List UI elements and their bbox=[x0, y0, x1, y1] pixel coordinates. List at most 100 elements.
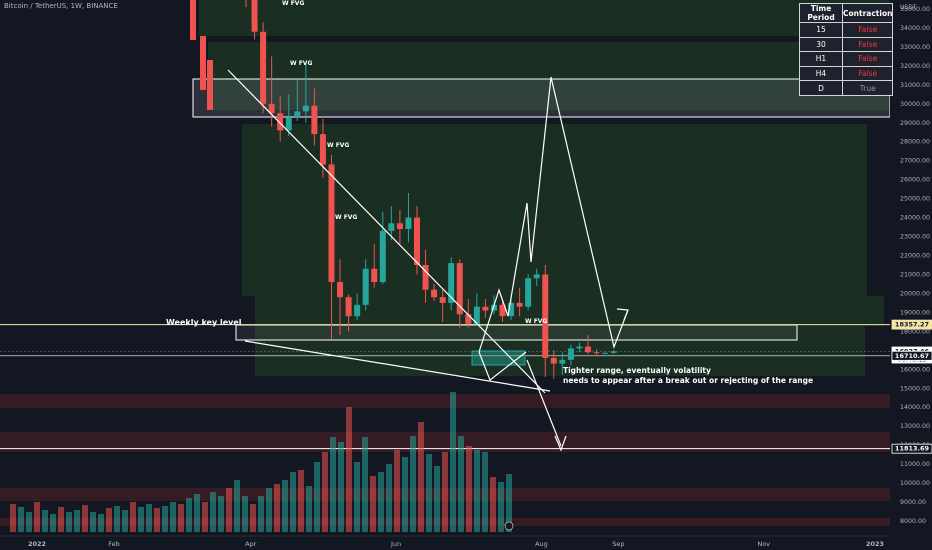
time-tick-label: 2023 bbox=[866, 540, 884, 548]
volume-bar bbox=[170, 502, 176, 532]
candle-body bbox=[431, 289, 438, 298]
volume-bar bbox=[130, 502, 136, 532]
candle-body bbox=[414, 217, 420, 265]
candle-body bbox=[602, 352, 609, 354]
volume-bar bbox=[74, 510, 80, 532]
volume-bar bbox=[506, 474, 512, 532]
candle-body bbox=[345, 297, 352, 317]
candle-body bbox=[533, 274, 540, 279]
volume-bar bbox=[146, 504, 152, 532]
contraction-cell: False bbox=[841, 22, 894, 38]
volume-bar bbox=[106, 508, 112, 532]
trendline-drawings bbox=[227, 69, 629, 452]
price-tick-label: 9000.00 bbox=[900, 499, 926, 506]
candle-body bbox=[268, 103, 275, 114]
range-swing-path bbox=[478, 351, 527, 381]
consolidation-box bbox=[471, 350, 526, 366]
time-tick-label: Sep bbox=[612, 540, 624, 548]
candle-body bbox=[277, 113, 284, 131]
price-tick-label: 22000.00 bbox=[900, 253, 930, 260]
fvg-zone bbox=[199, 0, 889, 36]
volume-bar bbox=[178, 504, 184, 532]
candle-body bbox=[576, 346, 583, 349]
chart-annotations: W FVG W FVG W FVG W FVG W FVG Weekly key leve… bbox=[166, 0, 813, 385]
volume-bar bbox=[210, 492, 216, 532]
candle-body bbox=[567, 348, 574, 360]
candle-body bbox=[508, 302, 515, 317]
candle-body bbox=[405, 217, 412, 229]
volume-bar bbox=[314, 462, 320, 532]
candle-body bbox=[362, 268, 369, 305]
volume-bar bbox=[138, 507, 144, 532]
volume-bar bbox=[82, 505, 88, 532]
price-tick-label: 11000.00 bbox=[900, 461, 930, 468]
price-axis-bg bbox=[890, 0, 932, 536]
volume-bar bbox=[114, 506, 120, 532]
price-tick-label: 13000.00 bbox=[900, 423, 930, 430]
candle-body bbox=[550, 357, 557, 364]
candle-body bbox=[371, 268, 378, 283]
volume-bar bbox=[450, 392, 456, 532]
price-tick-label: 33000.00 bbox=[900, 44, 930, 51]
volume-bar bbox=[26, 512, 32, 532]
table-row: D True bbox=[799, 80, 894, 96]
price-tick-label: 19000.00 bbox=[900, 309, 930, 316]
arrow-head-down bbox=[554, 435, 567, 452]
volume-bar bbox=[202, 502, 208, 532]
key-level-badge: 18357.27 bbox=[895, 321, 929, 329]
fvg-label: W FVG bbox=[525, 318, 547, 325]
volume-bar bbox=[402, 457, 408, 532]
volume-bar bbox=[490, 477, 496, 532]
candle-body bbox=[379, 230, 386, 283]
volume-bar bbox=[306, 486, 312, 532]
volume-bar bbox=[426, 454, 432, 532]
candle-body bbox=[285, 117, 292, 131]
period-cell: D bbox=[799, 80, 843, 96]
volume-bar bbox=[154, 508, 160, 532]
time-tick-label: 2022 bbox=[28, 540, 46, 548]
price-tick-label: 34000.00 bbox=[900, 25, 930, 32]
volume-bar bbox=[474, 450, 480, 532]
candle-body bbox=[456, 263, 463, 315]
price-tick-label: 14000.00 bbox=[900, 404, 930, 411]
table-row: H4 False bbox=[799, 65, 894, 82]
price-tick-label: 21000.00 bbox=[900, 271, 930, 278]
volume-bar bbox=[10, 504, 16, 532]
candle-body bbox=[465, 314, 472, 324]
lower-trendline bbox=[244, 340, 551, 392]
candle-body bbox=[294, 111, 301, 118]
price-tick-label: 18000.00 bbox=[900, 328, 930, 335]
candle-body bbox=[190, 0, 196, 40]
volume-bar bbox=[98, 514, 104, 532]
volume-bar bbox=[90, 512, 96, 532]
volume-bar bbox=[394, 450, 400, 532]
volume-bar bbox=[66, 512, 72, 532]
table-header-contraction: Contraction bbox=[841, 3, 894, 23]
candlesticks bbox=[190, 0, 617, 379]
range-note-line1: Tighter range, eventually volatility bbox=[563, 366, 711, 375]
volume-bar bbox=[434, 466, 440, 532]
volume-bar bbox=[162, 506, 168, 532]
price-tick-label: 31000.00 bbox=[900, 82, 930, 89]
fvg-zone bbox=[255, 176, 865, 376]
volume-bar bbox=[370, 476, 376, 532]
candle-body bbox=[337, 282, 344, 298]
table-row: 30 False bbox=[799, 36, 894, 53]
volume-bar bbox=[250, 504, 256, 532]
volume-bar bbox=[378, 472, 384, 532]
table-header-period: Time Period bbox=[799, 3, 843, 23]
price-tick-label: 25000.00 bbox=[900, 196, 930, 203]
volume-bar bbox=[42, 510, 48, 532]
price-tick-label: 32000.00 bbox=[900, 63, 930, 70]
candle-body bbox=[490, 304, 497, 311]
candle-body bbox=[251, 0, 258, 32]
support-badge: 11813.69 bbox=[895, 445, 930, 453]
volume-bar bbox=[498, 482, 504, 532]
candle-body bbox=[473, 306, 480, 324]
volume-bar bbox=[466, 446, 472, 532]
price-tick-label: 30000.00 bbox=[900, 101, 930, 108]
candle-body bbox=[396, 223, 403, 229]
candle-body bbox=[439, 297, 446, 303]
fvg-label: W FVG bbox=[327, 142, 349, 149]
